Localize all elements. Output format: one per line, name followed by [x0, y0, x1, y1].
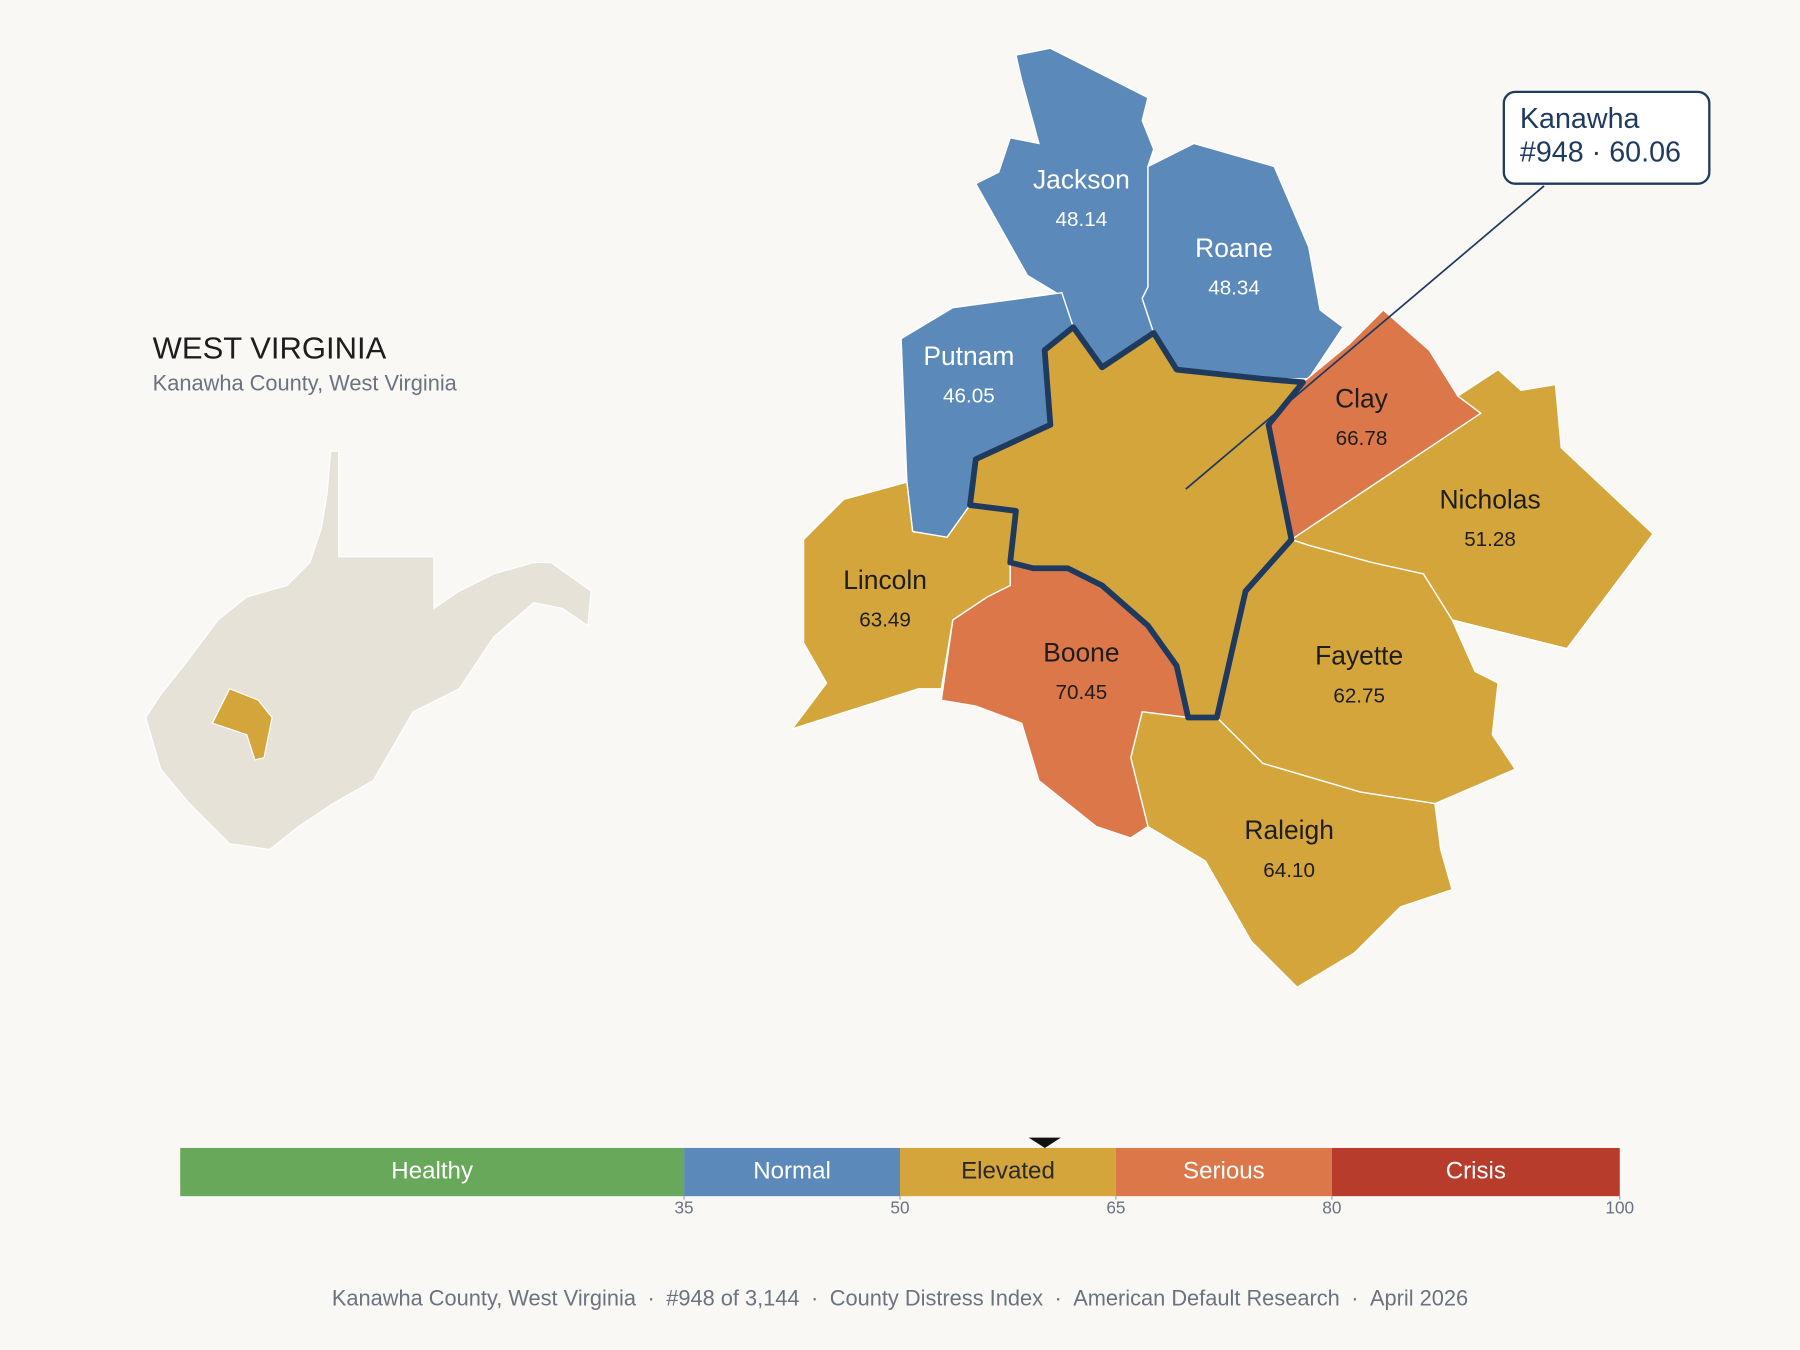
- county-value: 46.05: [943, 385, 995, 408]
- footer-separator: ·: [1351, 1285, 1358, 1310]
- county-name: Nicholas: [1439, 485, 1540, 515]
- footer-separator: ·: [1054, 1285, 1061, 1310]
- scale-tick-label: 65: [1106, 1197, 1125, 1217]
- scale-band-label: Normal: [753, 1157, 831, 1184]
- county-name: Clay: [1335, 384, 1389, 414]
- inset-highlight: [211, 688, 273, 761]
- footer-item: American Default Research: [1073, 1285, 1340, 1310]
- scale-band: [180, 1147, 685, 1197]
- footer-separator: ·: [811, 1285, 818, 1310]
- scale-tick-label: 35: [674, 1197, 693, 1217]
- county: [1141, 142, 1345, 380]
- county-name: Lincoln: [843, 565, 927, 595]
- scale-band-label: Crisis: [1446, 1157, 1506, 1184]
- county-value: 48.14: [1056, 208, 1108, 231]
- county-value: 66.78: [1336, 427, 1388, 450]
- county-value: 70.45: [1056, 681, 1108, 704]
- footer-item: Kanawha County, West Virginia: [332, 1285, 637, 1310]
- callout-leader: [1185, 185, 1545, 490]
- county-name: Raleigh: [1244, 815, 1334, 845]
- footer: Kanawha County, West Virginia · #948 of 3,…: [332, 1285, 1468, 1310]
- scale-tick-label: 80: [1322, 1197, 1341, 1217]
- county-name: Boone: [1043, 637, 1119, 667]
- subtitle: Kanawha County, West Virginia: [153, 370, 458, 395]
- footer-item: April 2026: [1370, 1285, 1468, 1310]
- scale-band: [1331, 1147, 1620, 1197]
- selected-outline: [967, 324, 1306, 721]
- county-value: 51.28: [1464, 528, 1516, 551]
- title: WEST VIRGINIA: [153, 330, 387, 365]
- county-value: 48.34: [1208, 277, 1260, 300]
- county-value: 62.75: [1333, 684, 1385, 707]
- county-name: Putnam: [923, 341, 1014, 371]
- footer-item: County Distress Index: [830, 1285, 1043, 1310]
- footer-item: #948 of 3,144: [666, 1285, 799, 1310]
- callout-name: Kanawha: [1520, 103, 1640, 135]
- footer-separator: ·: [647, 1285, 654, 1310]
- callout-box: [1502, 90, 1711, 185]
- county-value: 64.10: [1263, 859, 1315, 882]
- scale-marker: [1028, 1137, 1061, 1148]
- county-name: Roane: [1195, 233, 1273, 263]
- scale-band: [900, 1147, 1116, 1197]
- scale-band: [1115, 1147, 1332, 1197]
- county-name: Fayette: [1315, 641, 1403, 671]
- scale-band-label: Serious: [1183, 1157, 1265, 1184]
- callout-label: #948 · 60.06: [1520, 136, 1681, 168]
- county-value: 63.49: [859, 608, 911, 631]
- county-name: Jackson: [1033, 164, 1130, 194]
- scale-tick-label: 100: [1605, 1197, 1634, 1217]
- scale-tick-label: 50: [890, 1197, 909, 1217]
- scale-band-label: Healthy: [391, 1157, 473, 1184]
- scale-band: [684, 1147, 900, 1197]
- scale-band-label: Elevated: [961, 1157, 1055, 1184]
